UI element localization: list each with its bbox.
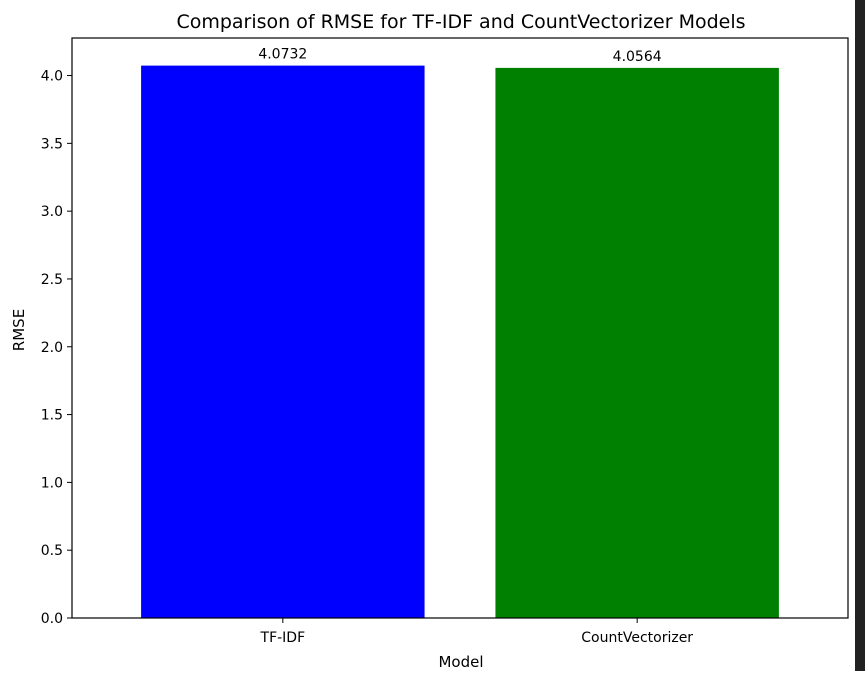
x-tick-label: TF-IDF <box>260 630 306 646</box>
x-axis: TF-IDF CountVectorizer <box>260 618 693 646</box>
y-tick-label: 2.0 <box>41 340 63 356</box>
y-tick-label: 0.5 <box>41 543 63 559</box>
y-tick-label: 0.0 <box>41 611 63 627</box>
x-axis-label: Model <box>438 653 483 671</box>
x-tick-label: CountVectorizer <box>581 630 693 646</box>
y-tick-label: 3.5 <box>41 136 63 152</box>
window-edge <box>855 0 865 671</box>
y-tick-label: 1.5 <box>41 408 63 424</box>
bar-value-label: 4.0732 <box>258 47 307 63</box>
y-axis: 0.0 0.5 1.0 1.5 2.0 2.5 3.0 3.5 4.0 <box>41 69 72 627</box>
y-tick-label: 4.0 <box>41 69 63 85</box>
plot-area: 4.0732 4.0564 <box>141 47 779 618</box>
bar-tf-idf <box>141 65 425 618</box>
bar-countvectorizer <box>495 67 779 618</box>
y-tick-label: 1.0 <box>41 475 63 491</box>
chart-title: Comparison of RMSE for TF-IDF and CountV… <box>176 11 745 33</box>
y-tick-label: 2.5 <box>41 272 63 288</box>
y-tick-label: 3.0 <box>41 204 63 220</box>
bar-value-label: 4.0564 <box>613 49 662 65</box>
axes-frame <box>71 37 849 619</box>
y-axis-label: RMSE <box>10 309 28 351</box>
